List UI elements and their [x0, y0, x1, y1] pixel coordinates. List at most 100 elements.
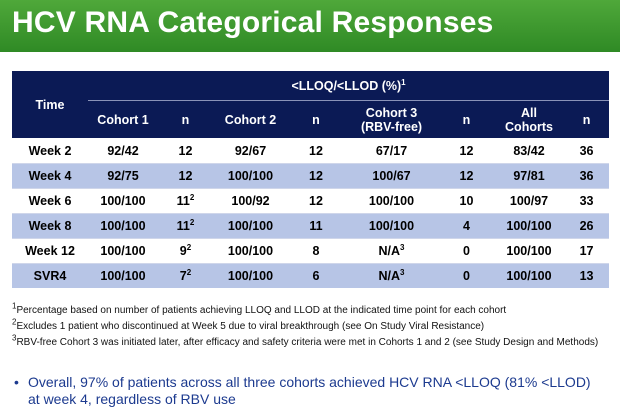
cell-n3: 12 — [439, 163, 494, 189]
table-row: Week 12 100/100 92 100/100 8 N/A3 0 100/… — [12, 238, 610, 264]
table-row: Week 2 92/42 12 92/67 12 67/17 12 83/42 … — [12, 138, 610, 164]
span-header-label: <LLOQ/<LLOD (%) — [291, 78, 402, 93]
col-header-cohort3: Cohort 3 (RBV-free) — [344, 100, 439, 139]
cell-n2: 12 — [288, 163, 344, 189]
cohort3-line1: Cohort 3 — [365, 105, 418, 120]
cell-cohort2: 100/92 — [213, 188, 288, 214]
footnotes: 1Percentage based on number of patients … — [12, 301, 612, 352]
cell-time: Week 8 — [12, 213, 88, 239]
cell-all-cohorts: 100/100 — [494, 238, 564, 264]
footnote-ref: 2 — [186, 242, 192, 252]
cell-all-cohorts: 97/81 — [494, 163, 564, 189]
table-row: Week 4 92/75 12 100/100 12 100/67 12 97/… — [12, 163, 610, 189]
cell-all-cohorts: 100/100 — [494, 263, 564, 288]
cell-cohort1: 100/100 — [88, 238, 158, 264]
footnote-2: 2Excludes 1 patient who discontinued at … — [12, 317, 612, 333]
cell-n2: 12 — [288, 138, 344, 164]
col-header-span: <LLOQ/<LLOD (%)1 — [88, 71, 610, 101]
table-row: Week 8 100/100 112 100/100 11 100/100 4 … — [12, 213, 610, 239]
footnote-marker: 1 — [12, 301, 17, 311]
footnote-text: RBV-free Cohort 3 was initiated later, a… — [16, 337, 599, 348]
cell-n2: 11 — [288, 213, 344, 239]
cell-nall: 33 — [564, 188, 610, 214]
cell-nall: 26 — [564, 213, 610, 239]
cell-all-cohorts: 83/42 — [494, 138, 564, 164]
responses-table: Time <LLOQ/<LLOD (%)1 Cohort 1 n Cohort … — [12, 71, 610, 288]
col-header-n3: n — [439, 100, 494, 139]
cell-n3: 0 — [439, 238, 494, 264]
cell-n1: 112 — [158, 188, 213, 214]
cell-nall: 36 — [564, 163, 610, 189]
cell-time: SVR4 — [12, 263, 88, 288]
cell-cohort2: 100/100 — [213, 263, 288, 288]
cell-n1-value: 7 — [179, 269, 187, 283]
cell-n3: 0 — [439, 263, 494, 288]
cell-nall: 13 — [564, 263, 610, 288]
col-header-cohort1: Cohort 1 — [88, 100, 158, 139]
slide-title: HCV RNA Categorical Responses — [12, 6, 494, 39]
span-header-footnote-ref: 1 — [401, 77, 406, 87]
summary-text: Overall, 97% of patients across all thre… — [28, 374, 591, 407]
col-header-time: Time — [12, 71, 88, 139]
col-header-cohort2: Cohort 2 — [213, 100, 288, 139]
footnote-text: Excludes 1 patient who discontinued at W… — [16, 321, 485, 332]
header-row-top: Time <LLOQ/<LLOD (%)1 — [12, 71, 610, 139]
cell-n3: 12 — [439, 138, 494, 164]
footnote-ref: 2 — [189, 192, 195, 202]
footnote-text: Percentage based on number of patients a… — [16, 305, 507, 316]
cell-cohort3: N/A3 — [344, 238, 439, 264]
cell-cohort1: 92/42 — [88, 138, 158, 164]
cell-n1-value: 12 — [178, 169, 193, 183]
cell-cohort3-value: 100/100 — [368, 219, 415, 233]
cell-nall: 36 — [564, 138, 610, 164]
cell-cohort3: 100/100 — [344, 213, 439, 239]
cell-all-cohorts: 100/97 — [494, 188, 564, 214]
footnote-ref: 2 — [186, 267, 192, 277]
footnote-marker: 3 — [12, 333, 17, 343]
cell-cohort1: 100/100 — [88, 188, 158, 214]
cell-cohort3: 100/100 — [344, 188, 439, 214]
cell-n1: 12 — [158, 163, 213, 189]
cell-cohort1: 100/100 — [88, 213, 158, 239]
cell-n1-value: 11 — [176, 194, 190, 208]
table-row: Week 6 100/100 112 100/92 12 100/100 10 … — [12, 188, 610, 214]
cell-cohort3: N/A3 — [344, 263, 439, 288]
col-header-nall: n — [564, 100, 610, 139]
cell-cohort2: 100/100 — [213, 163, 288, 189]
cell-cohort2: 100/100 — [213, 213, 288, 239]
cell-n1: 92 — [158, 238, 213, 264]
cell-cohort3-value: 67/17 — [375, 144, 408, 158]
cell-n1: 112 — [158, 213, 213, 239]
cell-cohort1: 92/75 — [88, 163, 158, 189]
cell-cohort3: 67/17 — [344, 138, 439, 164]
footnote-marker: 2 — [12, 317, 17, 327]
cell-nall: 17 — [564, 238, 610, 264]
cell-cohort3-value: N/A — [378, 244, 401, 258]
cell-n1-value: 9 — [179, 244, 187, 258]
all-cohorts-line1: All — [521, 105, 537, 120]
cell-time: Week 12 — [12, 238, 88, 264]
col-header-all-cohorts: All Cohorts — [494, 100, 564, 139]
cell-cohort2: 100/100 — [213, 238, 288, 264]
table-row: SVR4 100/100 72 100/100 6 N/A3 0 100/100… — [12, 263, 610, 288]
footnote-1: 1Percentage based on number of patients … — [12, 301, 612, 317]
cell-cohort1: 100/100 — [88, 263, 158, 288]
cell-cohort3-value: N/A — [378, 269, 401, 283]
cell-n2: 8 — [288, 238, 344, 264]
cell-n1: 72 — [158, 263, 213, 288]
cell-cohort3-value: 100/67 — [372, 169, 411, 183]
all-cohorts-line2: Cohorts — [505, 119, 553, 134]
footnote-ref: 3 — [400, 267, 405, 277]
cell-cohort3-value: 100/100 — [368, 194, 415, 208]
cell-time: Week 2 — [12, 138, 88, 164]
cell-n1: 12 — [158, 138, 213, 164]
cell-n2: 12 — [288, 188, 344, 214]
footnote-ref: 2 — [189, 217, 195, 227]
title-bar: HCV RNA Categorical Responses — [0, 0, 620, 52]
cell-n1-value: 12 — [178, 144, 193, 158]
cell-n2: 6 — [288, 263, 344, 288]
footnote-3: 3RBV-free Cohort 3 was initiated later, … — [12, 333, 612, 349]
col-header-n1: n — [158, 100, 213, 139]
cell-cohort2: 92/67 — [213, 138, 288, 164]
cell-time: Week 4 — [12, 163, 88, 189]
